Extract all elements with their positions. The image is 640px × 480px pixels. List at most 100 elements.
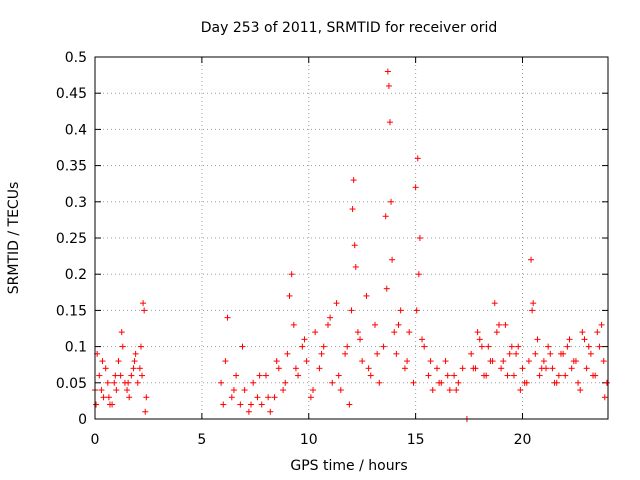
data-point xyxy=(601,394,608,401)
data-point xyxy=(502,321,509,328)
data-point xyxy=(220,401,227,408)
data-point xyxy=(245,408,252,415)
data-point xyxy=(228,394,235,401)
y-tick-label: 0.35 xyxy=(56,159,87,175)
data-point xyxy=(383,285,390,292)
x-tick-label: 15 xyxy=(407,432,425,448)
data-point xyxy=(376,379,383,386)
data-point xyxy=(349,206,356,213)
data-point xyxy=(506,350,513,357)
data-point xyxy=(284,350,291,357)
data-point xyxy=(500,358,507,365)
chart-title: Day 253 of 2011, SRMTID for receiver ori… xyxy=(201,20,498,36)
data-point xyxy=(564,343,571,350)
data-point xyxy=(265,394,272,401)
data-point xyxy=(93,401,100,408)
y-tick-label: 0.15 xyxy=(56,303,87,319)
data-point xyxy=(436,379,443,386)
data-point xyxy=(367,372,374,379)
plot-area-border xyxy=(94,56,609,420)
data-point xyxy=(429,387,436,394)
data-point xyxy=(98,387,105,394)
data-point xyxy=(585,343,592,350)
data-point xyxy=(416,235,423,241)
data-point xyxy=(233,372,240,379)
data-point xyxy=(140,300,147,307)
data-point xyxy=(382,213,389,220)
data-point xyxy=(275,365,282,372)
data-point xyxy=(434,365,440,372)
data-point xyxy=(583,365,590,372)
y-tick-labels: 0 0.05 0.1 0.15 0.2 0.25 0.3 0.35 0.4 0.45 0.5 xyxy=(56,50,87,428)
data-point xyxy=(329,379,336,386)
data-point xyxy=(421,343,428,350)
data-point xyxy=(549,365,556,372)
y-axis-label: SRMTID / TECUs xyxy=(6,182,22,295)
data-point xyxy=(222,358,229,365)
data-point xyxy=(384,68,391,75)
data-point xyxy=(566,336,573,343)
data-point xyxy=(351,242,358,249)
data-point xyxy=(385,82,392,89)
x-tick-label: 20 xyxy=(514,432,532,448)
data-point xyxy=(143,394,150,401)
data-point xyxy=(115,358,122,365)
data-point xyxy=(389,256,396,263)
y-tick-label: 0.2 xyxy=(65,267,87,283)
data-point xyxy=(241,387,248,394)
data-point xyxy=(419,336,426,343)
data-point xyxy=(504,372,511,379)
data-point xyxy=(577,387,584,394)
data-point xyxy=(485,343,492,350)
data-point xyxy=(478,343,485,350)
data-point xyxy=(391,329,398,336)
data-point xyxy=(342,350,349,357)
data-point xyxy=(248,401,255,408)
data-point xyxy=(491,300,498,307)
data-point xyxy=(510,372,517,379)
data-point xyxy=(310,387,317,394)
data-point xyxy=(386,119,393,126)
y-tick-label: 0.25 xyxy=(56,231,87,247)
data-point xyxy=(307,394,314,401)
data-point xyxy=(271,394,278,401)
data-point xyxy=(425,372,432,379)
x-tick-label: 5 xyxy=(197,432,206,448)
gridlines xyxy=(95,57,608,419)
data-point xyxy=(547,350,554,357)
data-point xyxy=(474,329,481,336)
data-point xyxy=(312,329,319,336)
data-point xyxy=(401,365,408,372)
data-point xyxy=(590,372,597,379)
data-point xyxy=(529,307,536,314)
data-point xyxy=(359,358,366,365)
data-point xyxy=(324,321,331,328)
data-point xyxy=(404,358,411,365)
data-point xyxy=(106,401,113,408)
data-point xyxy=(250,379,257,386)
data-point xyxy=(517,387,524,394)
data-point xyxy=(545,343,552,350)
data-point xyxy=(374,350,381,357)
data-point xyxy=(137,343,144,350)
data-point xyxy=(290,321,297,328)
data-point xyxy=(508,343,515,350)
data-point xyxy=(301,336,308,343)
data-point xyxy=(100,394,107,401)
data-point xyxy=(126,394,133,401)
data-point xyxy=(596,343,603,350)
data-point xyxy=(515,343,522,350)
data-point xyxy=(333,300,340,307)
data-point xyxy=(568,365,575,372)
x-tick-labels: 0 5 10 15 20 xyxy=(91,432,532,448)
data-point xyxy=(519,365,526,372)
data-point xyxy=(118,329,125,336)
data-point xyxy=(113,387,120,394)
data-point xyxy=(525,358,532,365)
data-point xyxy=(131,358,138,365)
data-point xyxy=(562,372,569,379)
data-point xyxy=(354,329,361,336)
data-point xyxy=(320,343,327,350)
data-point xyxy=(446,387,453,394)
